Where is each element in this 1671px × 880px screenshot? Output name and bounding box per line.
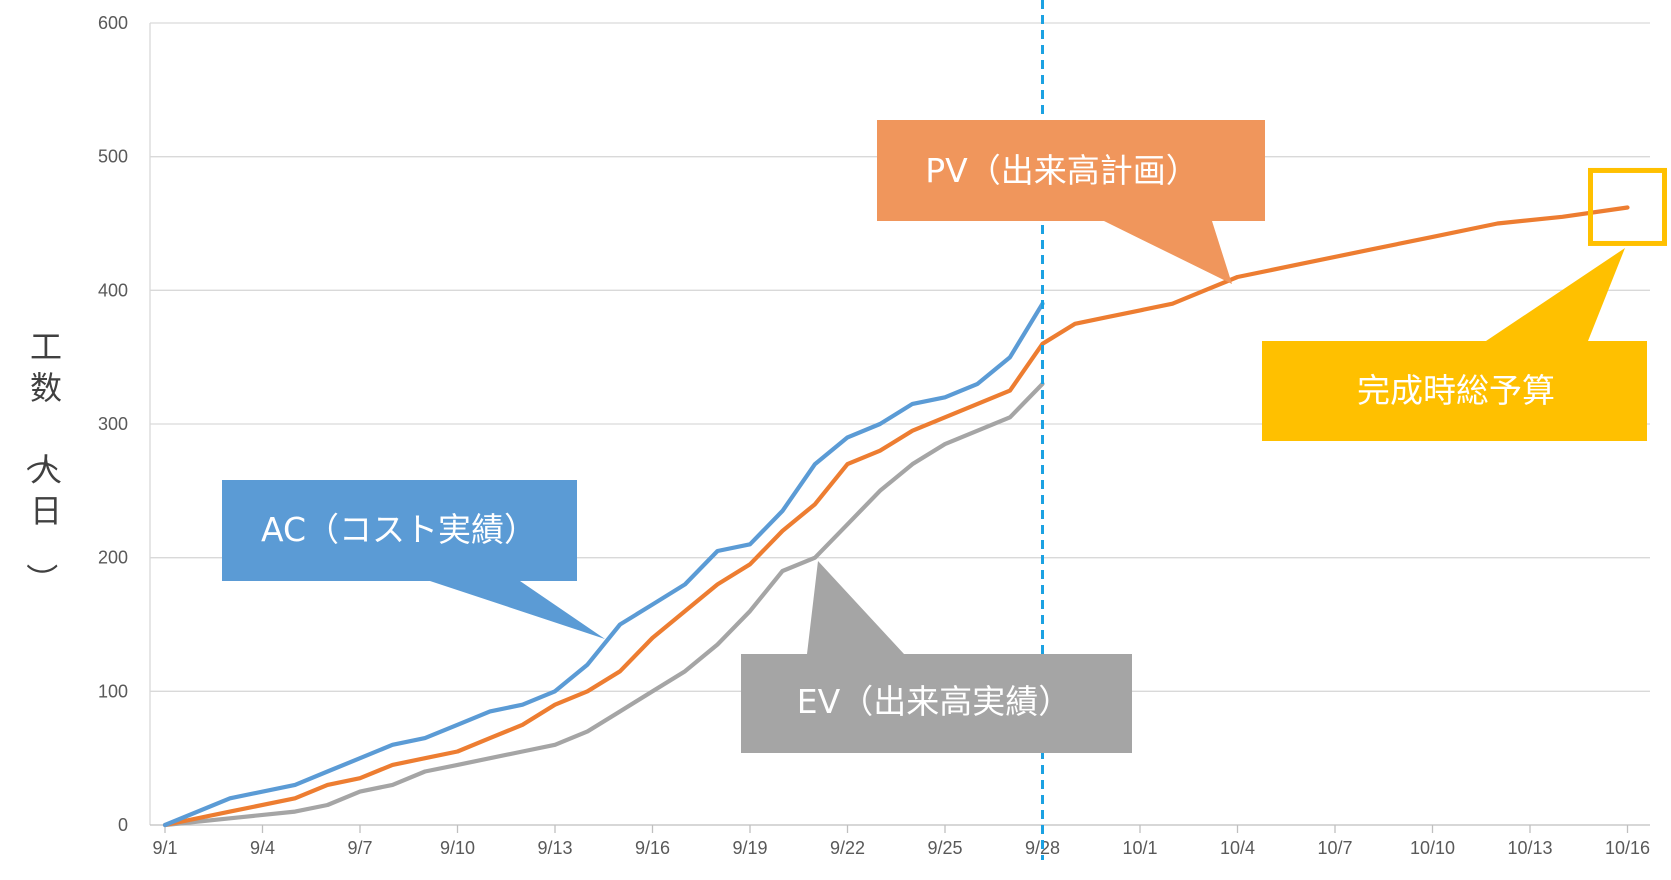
x-tick-label: 10/13 [1507, 838, 1552, 858]
x-tick-label: 10/7 [1317, 838, 1352, 858]
x-tick-label: 9/22 [830, 838, 865, 858]
callout-pv-shape [877, 120, 1265, 284]
series-line-pv [162, 205, 1630, 828]
callout-bac-label: 完成時総予算 [1357, 371, 1555, 410]
series-line-ev [162, 381, 1045, 828]
y-tick-label: 500 [98, 147, 128, 167]
callout-pv-label: PV（出来高計画） [925, 151, 1198, 190]
callout-ev-shape [741, 561, 1132, 753]
x-tick-label: 10/1 [1122, 838, 1157, 858]
callout-ac-label: AC（コスト実績） [261, 510, 537, 549]
callout-bac: 完成時総予算 [1262, 248, 1647, 441]
x-tick-label: 10/16 [1605, 838, 1650, 858]
x-tick-label: 9/10 [440, 838, 475, 858]
y-tick-label: 600 [98, 13, 128, 33]
x-tick-label: 9/16 [635, 838, 670, 858]
bac-marker [1588, 167, 1667, 246]
y-axis-title: 工数（人日） [22, 328, 62, 595]
callout-ev-label: EV（出来高実績） [797, 682, 1071, 721]
y-tick-label: 0 [118, 815, 128, 835]
y-axis: 0 100 200 300 400 500 600 [98, 13, 151, 835]
series [162, 205, 1630, 828]
x-axis: 9/19/49/79/109/139/169/199/229/259/2810/… [150, 824, 1650, 858]
x-tick-label: 9/7 [347, 838, 372, 858]
y-tick-label: 100 [98, 681, 128, 701]
x-tick-label: 9/1 [152, 838, 177, 858]
x-tick-label: 10/10 [1410, 838, 1455, 858]
series-line-ac [162, 301, 1045, 828]
y-tick-label: 200 [98, 548, 128, 568]
bac-highlight-box [1588, 167, 1667, 246]
callout-bac-shape [1262, 248, 1647, 441]
x-tick-label: 9/25 [927, 838, 962, 858]
callout-ev: EV（出来高実績） [741, 561, 1132, 753]
x-tick-label: 9/13 [537, 838, 572, 858]
y-axis-title-text: 工数（人日） [22, 328, 62, 595]
callout-ac: AC（コスト実績） [222, 480, 605, 639]
x-tick-label: 9/4 [250, 838, 275, 858]
callout-ac-shape [222, 480, 605, 639]
callout-pv: PV（出来高計画） [877, 120, 1265, 284]
y-tick-label: 400 [98, 280, 128, 300]
x-tick-label: 9/19 [732, 838, 767, 858]
y-tick-label: 300 [98, 414, 128, 434]
x-tick-label: 10/4 [1220, 838, 1255, 858]
